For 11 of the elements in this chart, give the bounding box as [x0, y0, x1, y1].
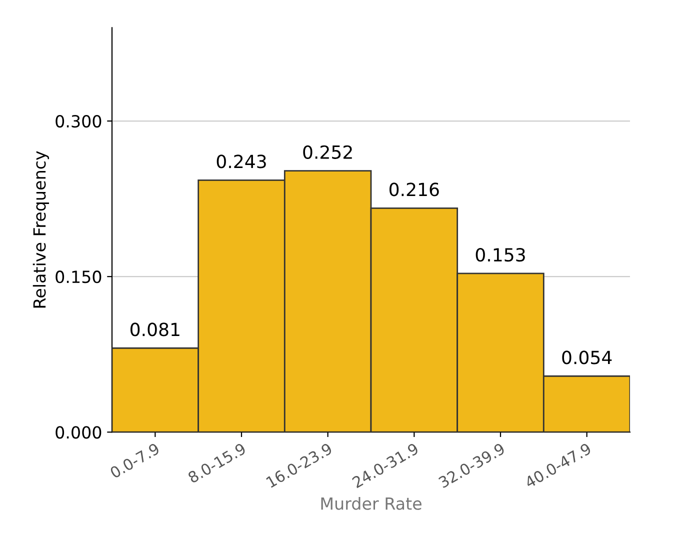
- data-label: 0.243: [216, 154, 266, 168]
- y-tick-label: 0.300: [56, 114, 102, 128]
- data-label: 0.252: [303, 145, 352, 159]
- data-label: 0.153: [476, 248, 525, 262]
- data-label: 0.081: [130, 322, 180, 336]
- x-axis-title: Murder Rate: [321, 496, 422, 510]
- data-label: 0.054: [562, 350, 612, 364]
- y-axis-title: Relative Frequency: [32, 151, 50, 308]
- data-label: 0.216: [390, 182, 439, 196]
- y-tick-label: 0.150: [56, 270, 102, 284]
- y-tick-label: 0.000: [56, 426, 102, 439]
